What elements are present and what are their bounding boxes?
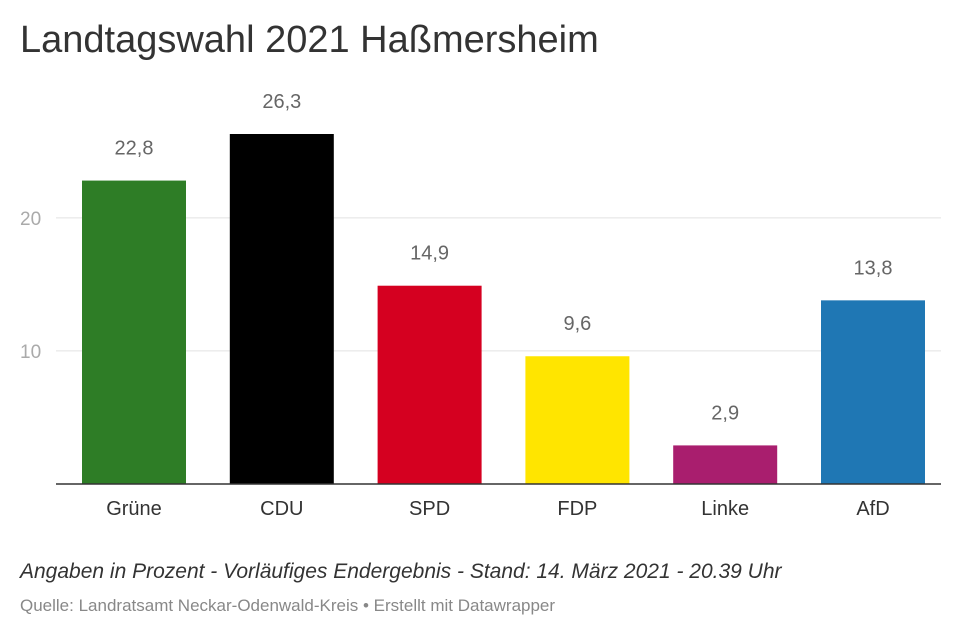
x-tick-label: Grüne — [106, 498, 162, 520]
bar-spd — [377, 285, 482, 484]
bar-chart: 10 20 22,8 Grüne 26,3 CDU 14,9 SPD 9,6 FDP 2,9 Link… — [20, 91, 941, 520]
data-label: 22,8 — [115, 138, 154, 160]
chart-subtitle: Angaben in Prozent - Vorläufiges Enderge… — [20, 560, 782, 583]
data-label: 13,8 — [854, 257, 893, 279]
chart-source: Quelle: Landratsamt Neckar-Odenwald-Krei… — [20, 596, 556, 615]
bar-cdu — [229, 134, 334, 484]
x-tick-label: CDU — [260, 498, 303, 520]
bar-fdp — [525, 356, 630, 484]
data-label: 14,9 — [410, 243, 449, 265]
data-label: 2,9 — [711, 402, 739, 424]
x-tick-label: Linke — [701, 498, 749, 520]
data-label: 26,3 — [262, 91, 301, 113]
x-tick-label: SPD — [409, 498, 450, 520]
bar-grüne — [82, 180, 186, 484]
x-tick-label: FDP — [557, 498, 597, 520]
y-tick-label: 10 — [20, 342, 41, 363]
data-label: 9,6 — [563, 313, 591, 335]
x-tick-label: AfD — [856, 498, 889, 520]
chart-title: Landtagswahl 2021 Haßmersheim — [20, 19, 599, 61]
bar-afd — [821, 300, 925, 484]
y-tick-label: 20 — [20, 209, 41, 230]
bar-linke — [673, 445, 778, 484]
